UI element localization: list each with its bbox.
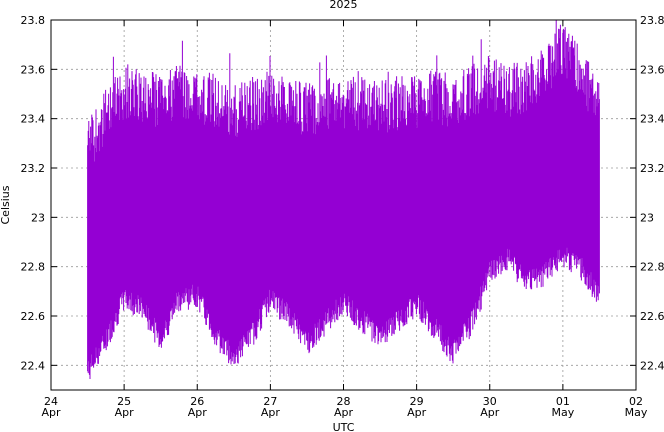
x-axis-label: UTC xyxy=(333,421,355,432)
x-tick-label-month: Apr xyxy=(480,406,500,419)
x-tick-label-day: 28 xyxy=(337,395,351,408)
y-tick-label: 23 xyxy=(31,211,45,224)
y-tick-label-right: 22.8 xyxy=(640,261,664,274)
y-tick-label: 23.4 xyxy=(21,113,46,126)
chart-title: 2025 xyxy=(330,0,358,11)
x-tick-label-day: 29 xyxy=(410,395,424,408)
y-tick-label-right: 23.4 xyxy=(640,113,664,126)
y-tick-label: 23.2 xyxy=(21,162,46,175)
x-tick-label-day: 02 xyxy=(629,395,643,408)
x-tick-label-month: Apr xyxy=(115,406,135,419)
y-tick-label-right: 23.8 xyxy=(640,14,664,27)
x-tick-label-day: 26 xyxy=(190,395,204,408)
plot-series xyxy=(87,20,600,379)
x-tick-label-month: Apr xyxy=(334,406,354,419)
y-tick-label-right: 22.4 xyxy=(640,359,664,372)
x-tick-label-month: Apr xyxy=(41,406,61,419)
y-tick-label-right: 23 xyxy=(640,211,654,224)
x-tick-label-month: Apr xyxy=(261,406,281,419)
y-tick-label-right: 23.2 xyxy=(640,162,664,175)
x-tick-label-day: 25 xyxy=(117,395,131,408)
x-tick-label-day: 27 xyxy=(263,395,277,408)
y-tick-label: 23.6 xyxy=(21,63,46,76)
x-tick-label-month: May xyxy=(625,406,648,419)
x-tick-label-day: 24 xyxy=(44,395,58,408)
y-tick-label: 22.8 xyxy=(21,261,46,274)
x-tick-label-month: Apr xyxy=(407,406,427,419)
y-axis-label: Celsius xyxy=(0,185,12,224)
y-tick-label-right: 22.6 xyxy=(640,310,664,323)
x-tick-label-day: 30 xyxy=(483,395,497,408)
y-tick-label: 22.4 xyxy=(21,359,46,372)
temperature-series xyxy=(87,20,600,379)
x-tick-label-month: Apr xyxy=(188,406,208,419)
y-tick-label: 22.6 xyxy=(21,310,46,323)
x-tick-label-day: 01 xyxy=(556,395,570,408)
axes: 22.4 22.4 22.6 22.6 22.8 22.8 23 23 23.2 23.2 23.4… xyxy=(21,14,664,419)
y-tick-label: 23.8 xyxy=(21,14,46,27)
y-tick-label-right: 23.6 xyxy=(640,63,664,76)
x-tick-label-month: May xyxy=(552,406,575,419)
